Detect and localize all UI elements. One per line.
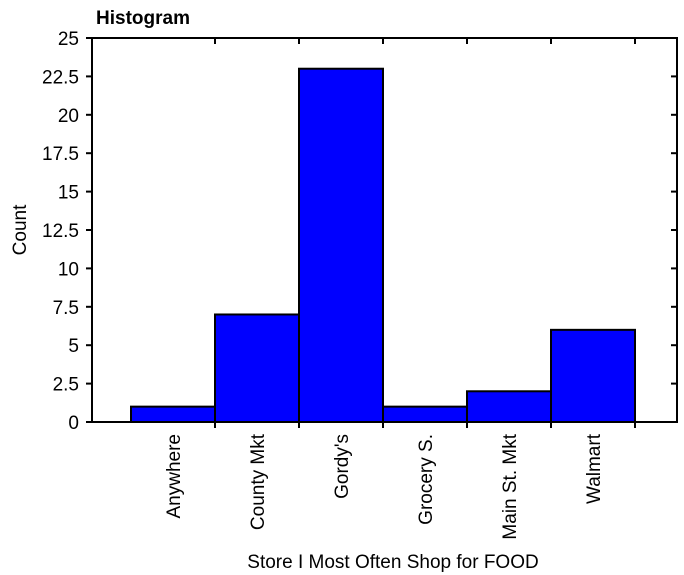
y-tick-label: 22.5 [42,67,79,88]
bar-county-mkt [214,313,300,424]
plot-frame [91,37,678,423]
y-tick-label: 5 [68,336,79,357]
chart-title: Histogram [96,8,190,29]
bars [130,67,636,424]
y-tick-label: 17.5 [42,144,79,165]
x-axis-ticks: Anywhere County Mkt Gordy's Grocery S. Main … [164,38,636,540]
y-axis-ticks: 0 2.5 5 7.5 10 12.5 15 17.5 20 22.5 25 [42,29,677,434]
x-tick-label: Walmart [584,433,605,504]
y-tick-label: 10 [58,259,79,280]
x-tick-label: Grocery S. [416,434,437,525]
y-tick-label: 20 [58,106,79,127]
bar-gordy-s [298,67,384,423]
bar-walmart [550,328,636,423]
bar-main-st-mkt [466,390,552,423]
bar-anywhere [130,405,216,424]
y-tick-label: 7.5 [53,298,79,319]
y-tick-label: 2.5 [53,375,79,396]
bar-grocery-s [382,405,468,424]
y-tick-label: 25 [58,29,79,50]
x-axis-label: Store I Most Often Shop for FOOD [247,552,538,573]
x-tick-label: County Mkt [248,433,269,530]
x-tick-label: Gordy's [332,434,353,499]
y-tick-label: 15 [58,183,79,204]
x-tick-label: Main St. Mkt [500,433,521,539]
y-tick-label: 0 [68,413,79,434]
y-tick-label: 12.5 [42,221,79,242]
x-tick-label: Anywhere [164,434,185,519]
y-axis-label: Count [10,204,31,255]
